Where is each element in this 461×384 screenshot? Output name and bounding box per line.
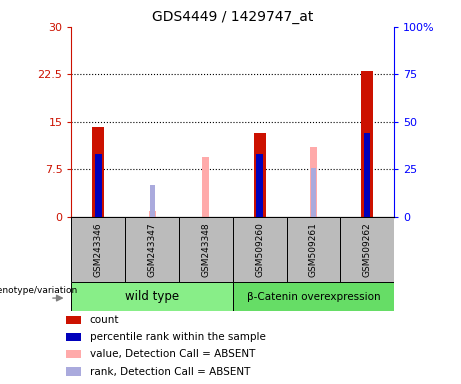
Bar (71, 282, 233, 311)
Bar (311, 167, 316, 217)
Bar (254, 133, 266, 217)
Bar (95, 154, 101, 217)
Bar (148, 211, 156, 217)
Bar (287, 217, 340, 282)
Bar (66, 367, 81, 376)
Text: GSM243347: GSM243347 (148, 222, 157, 277)
Bar (310, 147, 317, 217)
Text: GSM509261: GSM509261 (309, 222, 318, 277)
Bar (150, 185, 154, 217)
Bar (233, 282, 394, 311)
Text: rank, Detection Call = ABSENT: rank, Detection Call = ABSENT (89, 366, 250, 377)
Text: GSM509262: GSM509262 (363, 222, 372, 277)
Bar (361, 71, 373, 217)
Bar (66, 350, 81, 358)
Text: value, Detection Call = ABSENT: value, Detection Call = ABSENT (89, 349, 255, 359)
Text: GSM509260: GSM509260 (255, 222, 264, 277)
Bar (256, 154, 263, 217)
Text: GSM243346: GSM243346 (94, 222, 103, 277)
Text: GSM243348: GSM243348 (201, 222, 210, 277)
Title: GDS4449 / 1429747_at: GDS4449 / 1429747_at (152, 10, 313, 25)
Text: percentile rank within the sample: percentile rank within the sample (89, 332, 266, 342)
Bar (340, 217, 394, 282)
Bar (364, 133, 371, 217)
Text: count: count (89, 314, 119, 325)
Bar (202, 157, 209, 217)
Bar (125, 217, 179, 282)
Bar (66, 316, 81, 324)
Bar (71, 217, 125, 282)
Bar (92, 127, 104, 217)
Text: genotype/variation: genotype/variation (0, 286, 77, 295)
Bar (66, 333, 81, 341)
Bar (179, 217, 233, 282)
Text: wild type: wild type (125, 290, 179, 303)
Text: β-Catenin overexpression: β-Catenin overexpression (247, 291, 380, 302)
Bar (233, 217, 287, 282)
